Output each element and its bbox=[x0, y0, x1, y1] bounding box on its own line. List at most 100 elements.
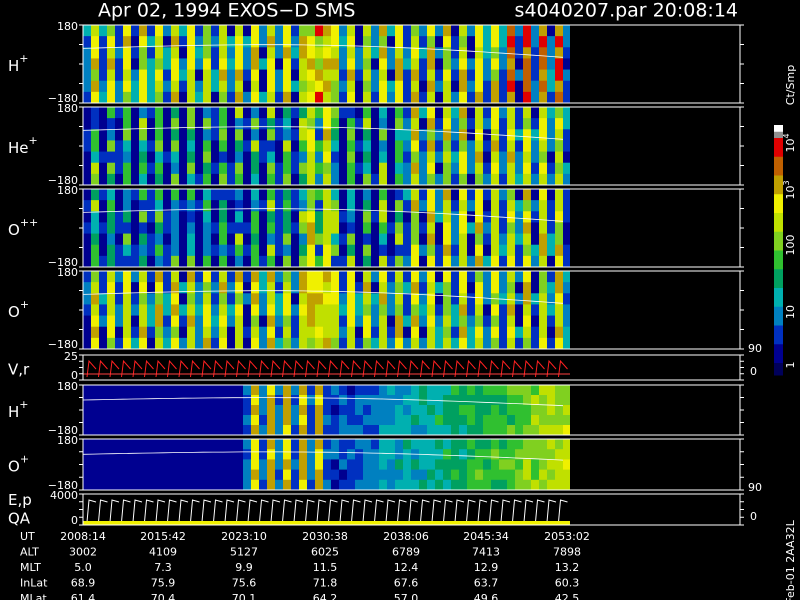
spectrogram-cell bbox=[235, 118, 243, 130]
spectrogram-cell bbox=[155, 315, 163, 328]
spectrogram-cell bbox=[563, 129, 570, 141]
spectrogram-cell bbox=[419, 140, 427, 153]
spectrogram-cell bbox=[419, 69, 427, 82]
spectrogram-cell bbox=[147, 80, 155, 93]
spectrogram-cell bbox=[451, 255, 459, 268]
spectrogram-cell bbox=[91, 469, 99, 481]
spectrogram-cell bbox=[499, 244, 507, 257]
spectrogram-cell bbox=[507, 140, 515, 153]
spectrogram-cell bbox=[131, 439, 139, 450]
spectrogram-cell bbox=[387, 189, 395, 201]
spectrogram-cell bbox=[555, 25, 563, 37]
spectrogram-cell bbox=[363, 151, 371, 164]
spectrogram-cell bbox=[523, 449, 531, 460]
spectrogram-cell bbox=[139, 244, 147, 257]
spectrogram-cell bbox=[307, 58, 315, 71]
spectrogram-cell bbox=[427, 91, 435, 104]
spectrogram-cell bbox=[555, 304, 563, 317]
spectrogram-cell bbox=[387, 282, 395, 294]
spectrogram-cell bbox=[251, 326, 259, 339]
spectrogram-cell bbox=[531, 337, 539, 350]
colorbar-cell bbox=[774, 162, 783, 170]
spectrogram-cell bbox=[99, 151, 107, 164]
spectrogram-cell bbox=[459, 415, 467, 426]
spectrogram-cell bbox=[187, 293, 195, 305]
spectrogram-cell bbox=[515, 222, 523, 235]
spectrogram-cell bbox=[435, 244, 443, 257]
spectrogram-cell bbox=[563, 69, 570, 82]
spectrogram-cell bbox=[107, 459, 115, 471]
spectrogram-cell bbox=[491, 140, 499, 153]
spectrogram-cell bbox=[355, 304, 363, 317]
spectrogram-cell bbox=[507, 405, 515, 416]
spectrogram-cell bbox=[515, 25, 523, 37]
spectrogram-cell bbox=[83, 469, 91, 481]
spectrogram-cell bbox=[275, 479, 283, 491]
spectrogram-cell bbox=[291, 439, 299, 450]
spectrogram-cell bbox=[307, 140, 315, 153]
spectrogram-cell bbox=[187, 439, 195, 450]
spectrogram-cell bbox=[475, 282, 483, 294]
spectrogram-cell bbox=[411, 36, 419, 48]
spectrogram-cell bbox=[443, 304, 451, 317]
spectrogram-cell bbox=[243, 151, 251, 164]
spectrogram-cell bbox=[499, 405, 507, 416]
spectrogram-cell bbox=[539, 129, 547, 141]
spectrogram-cell bbox=[307, 271, 315, 283]
spectrogram-cell bbox=[299, 405, 307, 416]
spectrogram-cell bbox=[243, 107, 251, 119]
spectrogram-cell bbox=[283, 173, 291, 186]
spectrogram-cell bbox=[451, 244, 459, 257]
spectrogram-cell bbox=[459, 282, 467, 294]
spectrogram-cell bbox=[515, 282, 523, 294]
spectrogram-cell bbox=[315, 425, 323, 436]
spectrogram-cell bbox=[403, 469, 411, 481]
spectrogram-cell bbox=[131, 107, 139, 119]
spectrogram-cell bbox=[451, 439, 459, 450]
spectrogram-cell bbox=[555, 326, 563, 339]
spectrogram-cell bbox=[99, 107, 107, 119]
spectrogram-cell bbox=[443, 58, 451, 71]
spectrogram-cell bbox=[363, 449, 371, 460]
spectrogram-cell bbox=[91, 255, 99, 268]
spectrogram-cell bbox=[139, 425, 147, 436]
spectrogram-cell bbox=[515, 80, 523, 93]
spectrogram-cell bbox=[547, 255, 555, 268]
spectrogram-cell bbox=[331, 69, 339, 82]
spectrogram-cell bbox=[435, 326, 443, 339]
spectrogram-cell bbox=[235, 415, 243, 426]
spectrogram-cell bbox=[107, 425, 115, 436]
spectrogram-cell bbox=[115, 58, 123, 71]
spectrogram-cell bbox=[99, 315, 107, 328]
spectrogram-cell bbox=[291, 304, 299, 317]
spectrogram-cell bbox=[475, 469, 483, 481]
spectrogram-cell bbox=[139, 118, 147, 130]
spectrogram-cell bbox=[291, 425, 299, 436]
spectrogram-cell bbox=[99, 91, 107, 104]
spectrogram-cell bbox=[467, 326, 475, 339]
spectrogram-cell bbox=[355, 439, 363, 450]
spectrogram-cell bbox=[459, 107, 467, 119]
spectrogram-cell bbox=[395, 405, 403, 416]
spectrogram-cell bbox=[547, 244, 555, 257]
spectrogram-cell bbox=[331, 80, 339, 93]
spectrogram-cell bbox=[307, 337, 315, 350]
spectrogram-cell bbox=[99, 80, 107, 93]
spectrogram-cell bbox=[99, 439, 107, 450]
spectrogram-cell bbox=[563, 233, 570, 246]
spectrogram-cell bbox=[427, 255, 435, 268]
spectrogram-cell bbox=[171, 25, 179, 37]
spectrogram-cell bbox=[339, 415, 347, 426]
spectrogram-cell bbox=[531, 439, 539, 450]
spectrogram-cell bbox=[379, 425, 387, 436]
y2-tick-label: 90 bbox=[748, 481, 762, 494]
spectrogram-cell bbox=[251, 118, 259, 130]
spectrogram-cell bbox=[323, 395, 331, 406]
spectrogram-cell bbox=[403, 173, 411, 186]
spectrogram-cell bbox=[235, 326, 243, 339]
spectrogram-cell bbox=[547, 80, 555, 93]
spectrogram-cell bbox=[139, 233, 147, 246]
spectrogram-cell bbox=[107, 200, 115, 212]
spectrogram-cell bbox=[195, 80, 203, 93]
